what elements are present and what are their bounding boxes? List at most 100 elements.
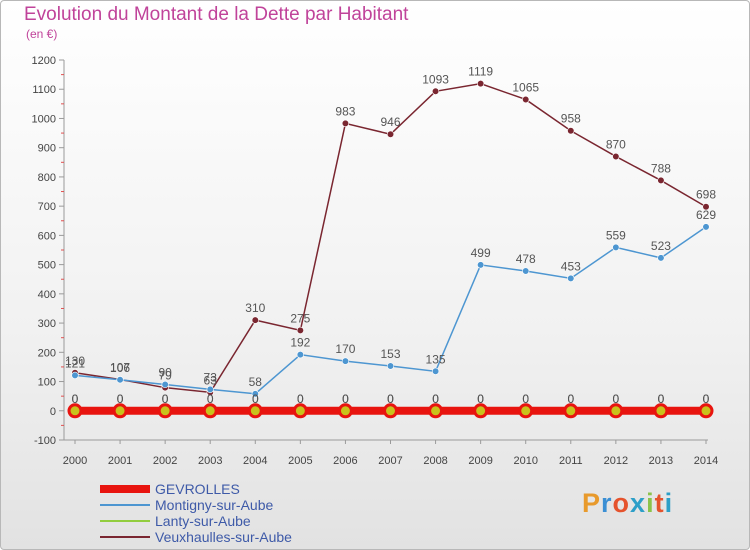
series-veuxhaulles-sur-aube-data-label: 1119 xyxy=(468,65,493,79)
series-veuxhaulles-sur-aube-data-label: 958 xyxy=(561,112,581,126)
y-tick-label: 300 xyxy=(38,318,56,330)
x-tick-label: 2004 xyxy=(243,455,267,467)
series-montigny-sur-aube-point xyxy=(71,371,79,380)
x-tick-label: 2013 xyxy=(649,455,673,467)
series-montigny-sur-aube xyxy=(71,223,710,398)
legend-label-veuxhaulles: Veuxhaulles-sur-Aube xyxy=(155,529,292,545)
chart-axes: -100010020030040050060070080090010001100… xyxy=(32,55,719,467)
logo-letter: x xyxy=(630,488,647,518)
series-veuxhaulles-sur-aube-point xyxy=(567,127,575,135)
legend-swatch-lanty xyxy=(100,520,150,522)
series-gevrolles-point xyxy=(428,403,444,419)
series-montigny-sur-aube-data-label: 135 xyxy=(426,352,446,366)
legend-label-gevrolles: GEVROLLES xyxy=(155,481,240,497)
series-veuxhaulles-sur-aube-data-label: 79 xyxy=(158,369,172,383)
series-veuxhaulles-sur-aube-point xyxy=(251,316,259,324)
series-lanty-sur-aube-data-label: 0 xyxy=(703,392,710,406)
series-veuxhaulles-sur-aube-point xyxy=(477,80,485,88)
series-gevrolles-point xyxy=(518,403,534,419)
series-lanty-sur-aube-data-label: 0 xyxy=(387,392,394,406)
series-veuxhaulles-sur-aube-point xyxy=(522,95,530,104)
series-gevrolles-data-label: 0 xyxy=(72,392,79,406)
series-montigny-sur-aube-data-label: 58 xyxy=(249,375,263,389)
logo-letter: i xyxy=(646,488,655,518)
series-veuxhaulles-sur-aube-data-label: 1093 xyxy=(422,72,449,86)
series-layer xyxy=(67,80,714,419)
series-lanty-sur-aube-data-label: 0 xyxy=(658,392,665,406)
x-tick-label: 2000 xyxy=(63,455,87,467)
y-tick-label: 100 xyxy=(38,377,56,389)
y-tick-label: 1000 xyxy=(32,113,56,125)
series-montigny-sur-aube-point xyxy=(251,390,259,398)
series-montigny-sur-aube-data-label: 499 xyxy=(471,246,491,260)
series-veuxhaulles-sur-aube-data-label: 698 xyxy=(696,188,716,202)
x-tick-label: 2003 xyxy=(198,455,222,467)
series-lanty-sur-aube-data-label: 0 xyxy=(252,392,259,406)
series-montigny-sur-aube-data-label: 629 xyxy=(696,208,716,222)
series-gevrolles-point xyxy=(473,403,489,419)
logo-letter: o xyxy=(612,488,631,518)
y-tick-label: 1100 xyxy=(32,84,56,96)
y-tick-label: 700 xyxy=(38,201,56,213)
y-tick-label: 800 xyxy=(38,172,56,184)
series-montigny-sur-aube-data-label: 121 xyxy=(65,356,85,370)
series-gevrolles-point xyxy=(653,403,669,419)
series-lanty-sur-aube-data-label: 0 xyxy=(117,392,124,406)
series-montigny-sur-aube-data-label: 559 xyxy=(606,228,626,242)
series-gevrolles-data-label: 0 xyxy=(613,392,620,406)
series-montigny-sur-aube-point xyxy=(296,351,304,359)
series-gevrolles-point xyxy=(247,403,263,419)
x-tick-label: 2002 xyxy=(153,455,177,467)
series-gevrolles-point xyxy=(157,403,173,419)
legend-swatch-gevrolles xyxy=(100,485,150,493)
series-veuxhaulles-sur-aube-data-label: 1065 xyxy=(512,80,539,94)
series-gevrolles-data-label: 0 xyxy=(342,392,349,406)
series-montigny-sur-aube-point xyxy=(567,274,575,282)
series-veuxhaulles-sur-aube-point xyxy=(296,326,304,334)
legend-label-montigny: Montigny-sur-Aube xyxy=(155,497,274,513)
proxiti-logo: Proxiti xyxy=(582,488,673,519)
series-veuxhaulles-sur-aube-point xyxy=(386,130,395,138)
series-montigny-sur-aube-point xyxy=(116,376,124,384)
x-tick-label: 2010 xyxy=(513,455,537,467)
series-gevrolles-point xyxy=(202,403,218,419)
series-gevrolles-point xyxy=(292,403,308,419)
series-lanty-sur-aube-data-label: 0 xyxy=(613,392,620,406)
data-labels-layer: 130 107 79 63 310 275 983 946 1093 1119 1065 958 870… xyxy=(65,65,716,406)
y-tick-label: 500 xyxy=(38,260,56,272)
logo-letter: i xyxy=(664,488,674,518)
series-gevrolles-data-label: 0 xyxy=(432,392,439,406)
x-tick-label: 2014 xyxy=(694,455,718,467)
series-gevrolles-data-label: 0 xyxy=(297,392,304,406)
series-veuxhaulles-sur-aube-data-label: 870 xyxy=(606,137,626,151)
x-tick-label: 2006 xyxy=(333,455,357,467)
series-veuxhaulles-sur-aube-data-label: 788 xyxy=(651,161,671,175)
series-montigny-sur-aube-data-label: 453 xyxy=(561,259,581,273)
series-gevrolles-point xyxy=(337,403,353,419)
series-gevrolles-data-label: 0 xyxy=(658,392,665,406)
series-gevrolles-point xyxy=(383,403,398,419)
series-montigny-sur-aube-point xyxy=(612,243,620,251)
series-gevrolles-data-label: 0 xyxy=(387,392,394,406)
y-tick-label: 1200 xyxy=(32,55,56,67)
series-gevrolles-point xyxy=(67,403,83,419)
x-tick-label: 2011 xyxy=(559,455,583,467)
series-veuxhaulles-sur-aube-point xyxy=(612,152,620,161)
series-gevrolles-data-label: 0 xyxy=(207,392,214,406)
series-veuxhaulles-sur-aube-point xyxy=(702,203,710,211)
series-lanty-sur-aube-data-label: 0 xyxy=(477,392,484,406)
series-montigny-sur-aube-point xyxy=(657,254,665,262)
series-gevrolles-point xyxy=(112,403,128,419)
legend-swatch-veuxhaulles xyxy=(100,536,150,538)
y-tick-label: -100 xyxy=(34,435,56,447)
logo-letter: t xyxy=(654,488,665,518)
series-gevrolles-point xyxy=(563,403,579,419)
y-tick-label: 400 xyxy=(38,289,56,301)
series-montigny-sur-aube-point xyxy=(522,267,530,275)
series-gevrolles-data-label: 0 xyxy=(252,392,259,406)
series-lanty-sur-aube-data-label: 0 xyxy=(342,392,349,406)
x-tick-label: 2012 xyxy=(604,455,628,467)
logo-letter: r xyxy=(601,488,613,518)
